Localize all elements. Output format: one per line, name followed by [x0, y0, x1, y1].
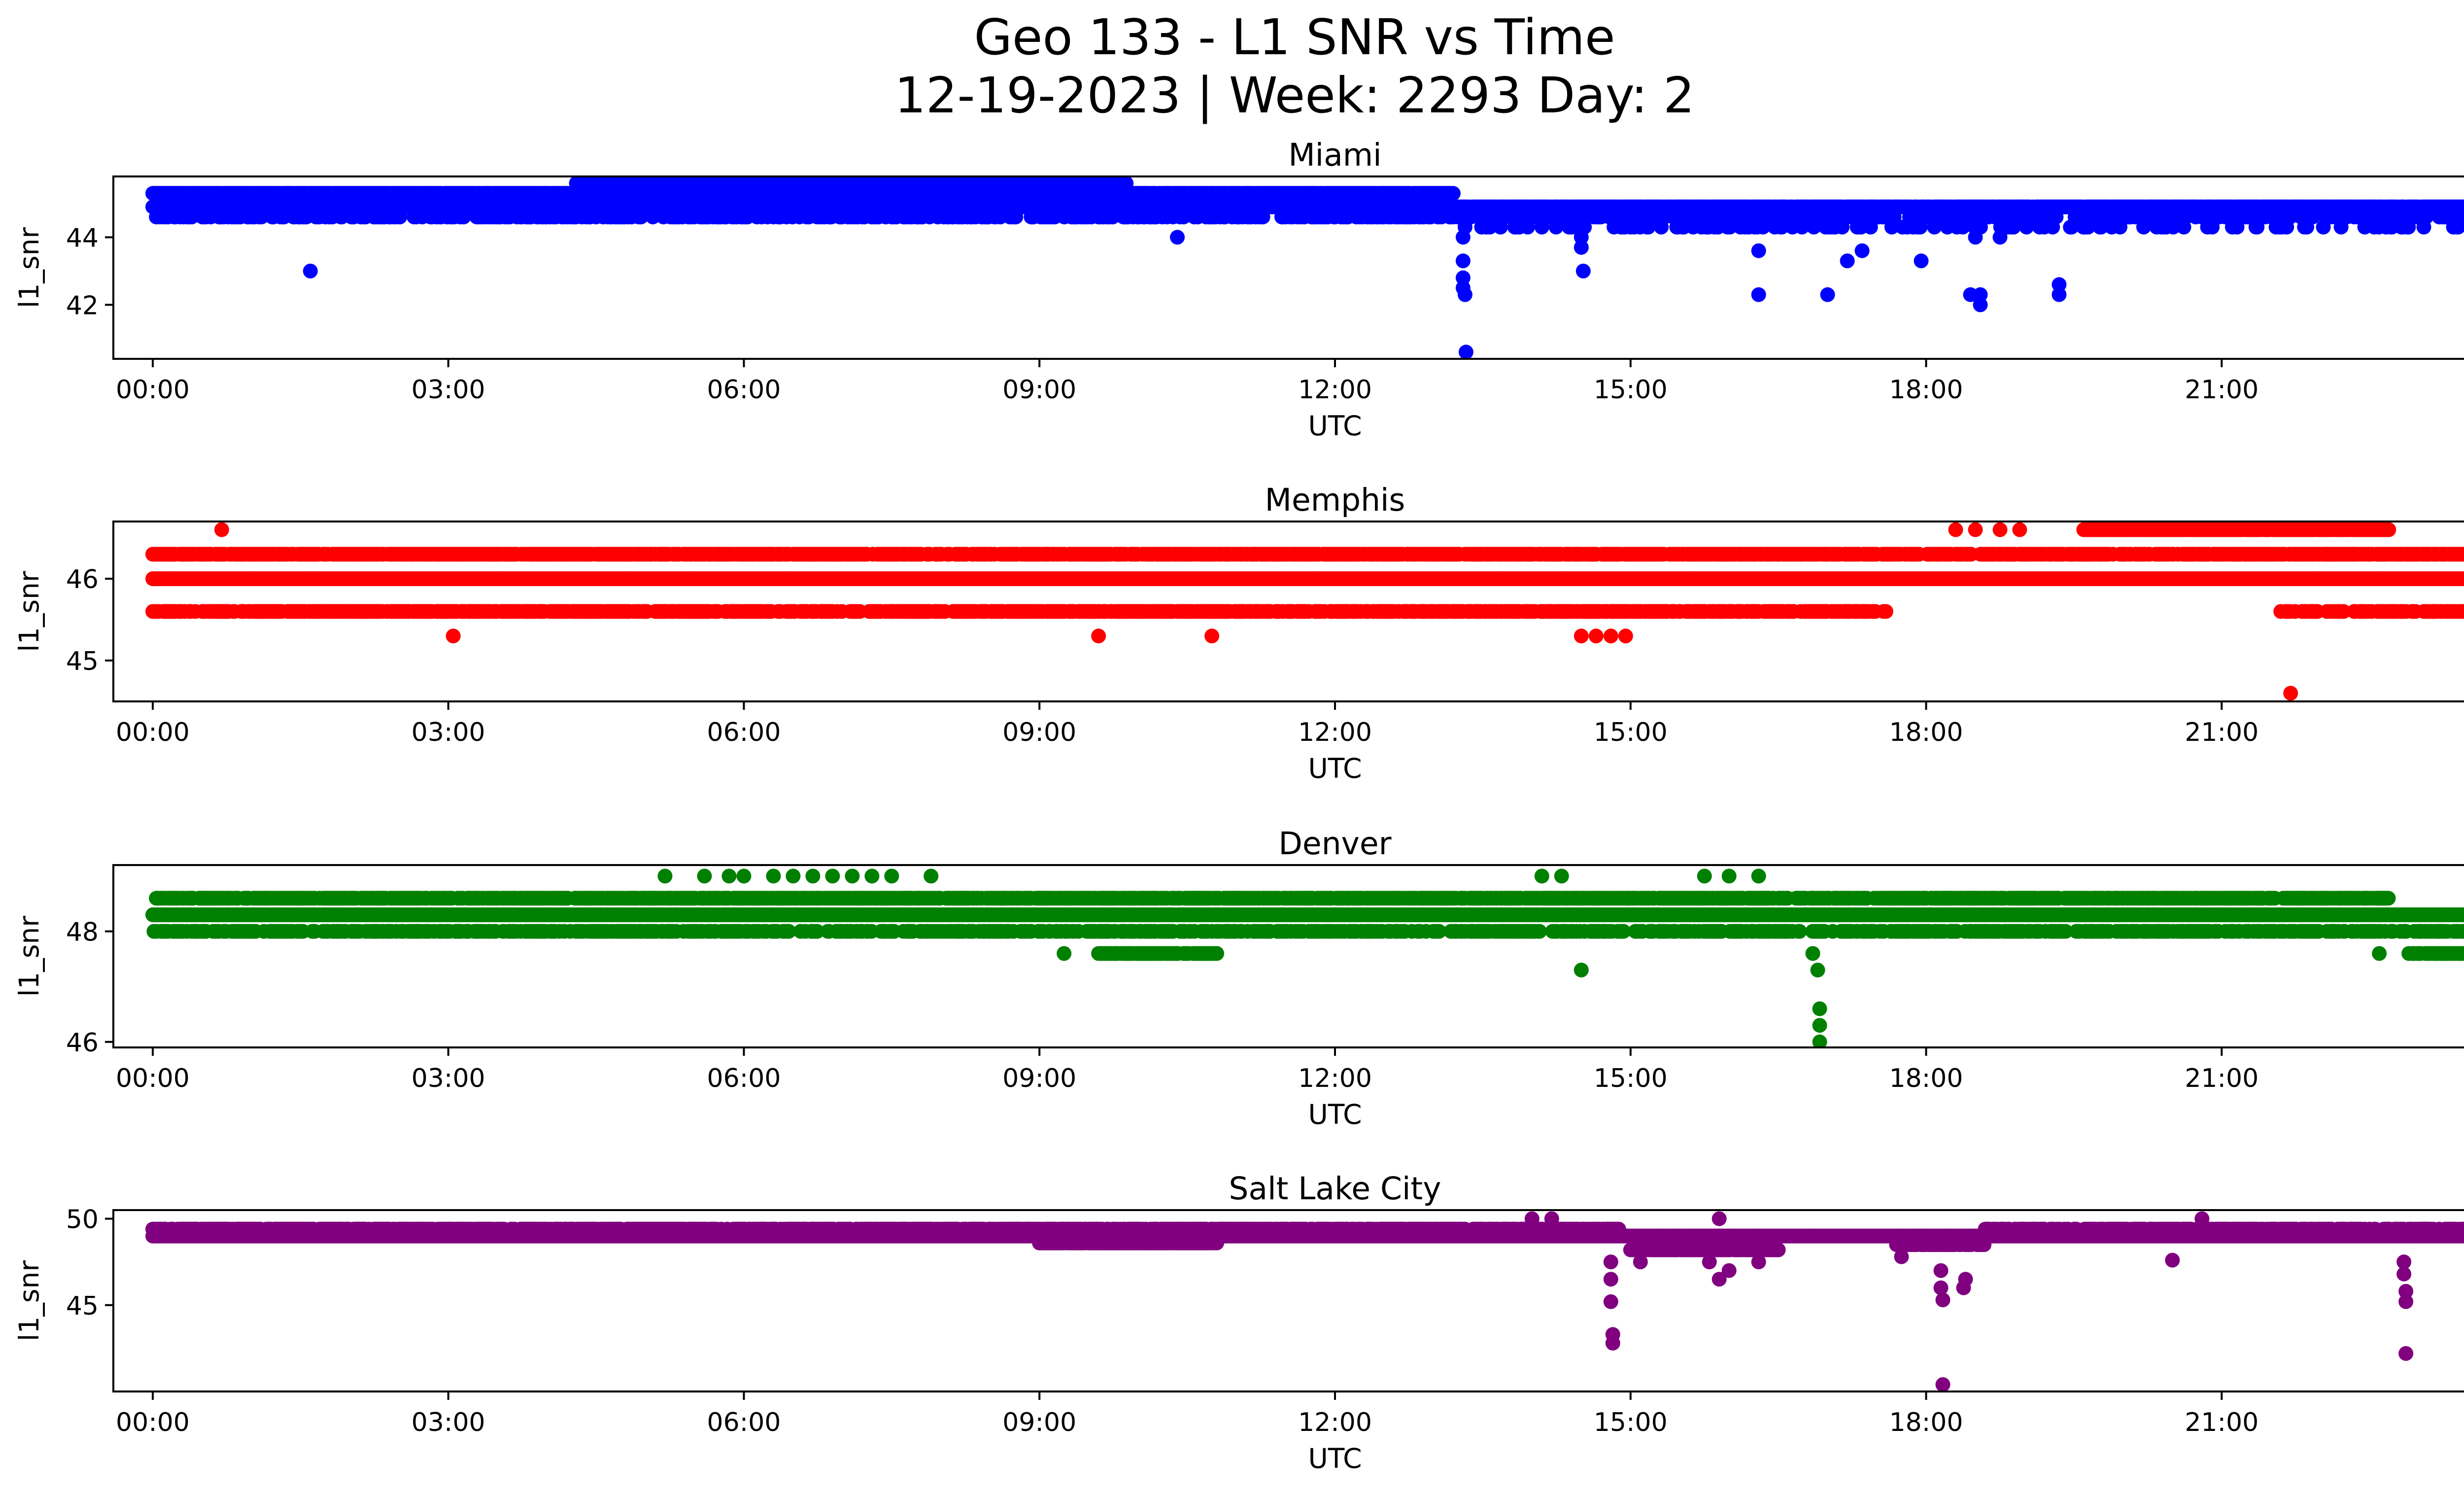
data-point	[2229, 219, 2245, 235]
data-point	[1482, 219, 1498, 235]
data-point	[1176, 209, 1191, 225]
data-point	[1455, 270, 1471, 285]
data-point	[2064, 219, 2079, 235]
data-point	[1840, 253, 1855, 269]
x-tick-label: 15:00	[1594, 375, 1668, 405]
x-tick-label: 09:00	[1002, 375, 1076, 405]
x-tick-label: 03:00	[411, 375, 485, 405]
data-point	[2333, 219, 2349, 235]
data-point	[2052, 277, 2067, 292]
panel-miami: Miami 00:00 03:00 06:00 09:00 12:00 15:00 18:00…	[13, 137, 2464, 442]
figure-title-line1: Geo 133 - L1 SNR vs Time	[974, 8, 1615, 66]
data-point	[2316, 219, 2331, 235]
data-point	[2136, 219, 2151, 235]
data-point	[1574, 240, 1589, 255]
x-tick-label: 18:00	[1889, 375, 1963, 405]
data-point	[1457, 287, 1472, 302]
x-tick-label: 06:00	[707, 375, 781, 405]
data-point	[645, 209, 660, 225]
panel-title: Miami	[1288, 137, 1381, 173]
scatter-series	[145, 176, 2464, 359]
data-point	[1641, 219, 1656, 235]
data-point	[2019, 219, 2034, 235]
data-point	[2451, 219, 2464, 235]
data-point	[2463, 212, 2464, 222]
data-point	[1794, 219, 1810, 235]
data-point	[1548, 219, 1564, 235]
x-axis-label: UTC	[1308, 410, 1362, 442]
data-point	[1913, 219, 1928, 235]
data-point	[2250, 219, 2265, 235]
data-point	[1105, 209, 1120, 225]
data-point	[2460, 210, 2464, 224]
data-point	[1751, 243, 1766, 258]
x-tick-label: 00:00	[116, 375, 190, 405]
data-point	[1854, 243, 1870, 258]
data-point	[2401, 219, 2416, 235]
data-point	[633, 209, 649, 225]
data-point	[1534, 219, 1549, 235]
data-point	[1170, 230, 1185, 245]
data-point	[1973, 297, 1988, 313]
scatter-series	[145, 522, 2464, 701]
data-point	[1520, 219, 1535, 235]
data-point	[2279, 219, 2294, 235]
data-point	[1863, 219, 1878, 235]
data-point	[2165, 219, 2181, 235]
data-point	[1835, 219, 1850, 235]
data-point	[1927, 219, 1942, 235]
data-point	[184, 209, 200, 225]
data-point	[1968, 230, 1983, 245]
data-point	[1445, 186, 1461, 201]
data-point	[1820, 287, 1835, 302]
data-point	[1751, 287, 1766, 302]
data-point	[1493, 219, 1508, 235]
data-point	[1455, 253, 1471, 269]
data-point	[2076, 219, 2091, 235]
data-point	[2052, 287, 2067, 302]
data-point	[1458, 345, 1473, 359]
data-point	[2093, 219, 2109, 235]
data-point	[1755, 219, 1771, 235]
data-point	[1008, 209, 1024, 225]
data-point	[2463, 202, 2464, 211]
figure-title-line2: 12-19-2023 | Week: 2293 Day: 2	[894, 67, 1694, 124]
data-point	[1884, 219, 1899, 235]
data-point	[1574, 230, 1589, 245]
data-point	[2113, 219, 2127, 235]
data-point	[1973, 287, 1988, 302]
data-point	[1774, 219, 1789, 235]
data-point	[2299, 219, 2314, 235]
x-tick-label: 21:00	[2185, 375, 2259, 405]
y-axis-label: l1_snr	[13, 227, 45, 308]
data-point	[1654, 219, 1669, 235]
data-point	[1455, 230, 1471, 245]
y-tick-label: 42	[66, 291, 99, 320]
data-point	[1722, 219, 1738, 235]
data-point	[1914, 253, 1929, 269]
data-point	[1849, 219, 1865, 235]
data-point	[2416, 219, 2431, 235]
data-point	[1575, 263, 1591, 278]
data-point	[303, 263, 318, 278]
data-point	[456, 209, 471, 225]
data-point	[2205, 219, 2220, 235]
y-tick-label: 44	[66, 223, 99, 253]
data-point	[2006, 219, 2021, 235]
panel-title: Memphis	[1265, 482, 1405, 518]
data-point	[1955, 219, 1970, 235]
x-tick-label: 12:00	[1298, 375, 1372, 405]
data-point	[254, 209, 269, 225]
data-point	[1255, 209, 1270, 225]
data-point	[1119, 176, 1134, 191]
data-point	[2176, 219, 2191, 235]
data-point	[1806, 219, 1821, 235]
data-point	[1992, 230, 2008, 245]
data-point	[2045, 219, 2060, 235]
data-point	[392, 209, 408, 225]
